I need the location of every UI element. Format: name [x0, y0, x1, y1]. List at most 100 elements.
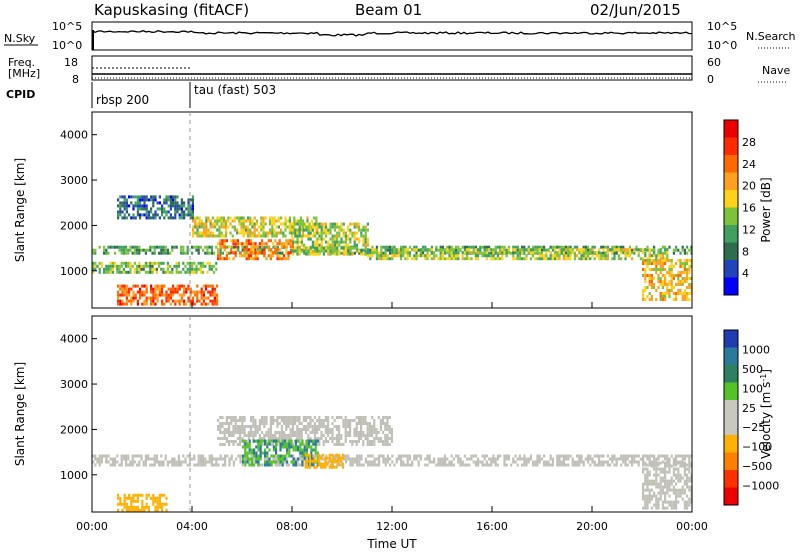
range-cell	[386, 440, 389, 443]
range-cell	[324, 462, 327, 466]
range-cell	[369, 454, 372, 458]
range-cell	[252, 251, 255, 255]
range-cell	[259, 457, 262, 461]
range-cell	[242, 225, 245, 229]
range-cell	[336, 457, 339, 461]
range-cell	[308, 234, 311, 238]
range-cell	[633, 457, 636, 461]
range-cell	[285, 425, 288, 428]
range-cell	[683, 248, 686, 252]
range-cell	[218, 219, 221, 223]
range-cell	[139, 508, 142, 512]
range-cell	[644, 500, 647, 504]
range-cell	[642, 248, 645, 252]
range-cell	[196, 299, 199, 303]
range-cell	[130, 201, 133, 205]
range-cell	[312, 454, 315, 458]
range-cell	[92, 454, 95, 458]
range-cell	[666, 271, 669, 274]
range-cell	[384, 257, 387, 261]
range-cell	[428, 460, 431, 464]
range-cell	[468, 251, 471, 255]
range-cell	[169, 302, 172, 306]
range-cell	[668, 482, 671, 486]
range-cell	[288, 445, 291, 449]
range-cell	[308, 222, 311, 226]
range-cell	[107, 245, 110, 249]
range-cell	[153, 460, 156, 464]
range-cell	[611, 251, 614, 255]
range-cell	[276, 431, 279, 434]
range-cell	[337, 456, 340, 460]
range-cell	[351, 222, 354, 226]
range-cell	[150, 216, 153, 220]
range-cell	[153, 245, 156, 249]
range-cell	[132, 496, 135, 500]
range-cell	[123, 496, 126, 500]
range-cell	[657, 467, 660, 471]
range-cell	[248, 457, 251, 461]
range-cell	[679, 479, 682, 483]
x-tick-label: 20:00	[576, 520, 608, 533]
range-cell	[266, 460, 269, 464]
range-cell	[259, 445, 262, 449]
range-cell	[534, 460, 537, 464]
range-cell	[267, 431, 270, 434]
range-cell	[664, 283, 667, 286]
range-cell	[606, 460, 609, 464]
range-cell	[269, 428, 272, 431]
range-cell	[604, 254, 607, 258]
range-cell	[109, 463, 112, 467]
range-cell	[114, 261, 117, 265]
range-cell	[334, 454, 337, 458]
range-cell	[426, 248, 429, 252]
range-cell	[205, 302, 208, 306]
range-cell	[615, 460, 618, 464]
range-cell	[317, 462, 320, 466]
range-cell	[114, 463, 117, 467]
range-cell	[353, 231, 356, 235]
range-cell	[254, 431, 257, 434]
range-cell	[523, 248, 526, 252]
range-cell	[171, 267, 174, 271]
range-cell	[165, 496, 168, 500]
range-cell	[677, 479, 680, 483]
range-cell	[320, 425, 323, 428]
range-cell	[298, 225, 301, 229]
range-cell	[191, 198, 194, 202]
range-cell	[305, 252, 308, 256]
range-cell	[373, 443, 376, 446]
range-cell	[122, 251, 125, 255]
range-cell	[330, 459, 334, 463]
range-cell	[125, 502, 128, 506]
range-cell	[280, 245, 283, 249]
range-cell	[278, 434, 281, 437]
range-cell	[134, 499, 137, 503]
range-cell	[257, 460, 260, 464]
range-cell	[371, 440, 374, 443]
range-cell	[280, 231, 283, 235]
range-cell	[242, 445, 245, 449]
range-cell	[267, 248, 270, 252]
range-cell	[675, 292, 678, 295]
range-cell	[171, 248, 174, 252]
range-cell	[161, 213, 164, 217]
range-cell	[294, 439, 297, 443]
range-cell	[672, 500, 675, 504]
range-cell	[274, 431, 277, 434]
range-cell	[371, 443, 374, 446]
range-cell	[408, 251, 411, 255]
range-cell	[672, 470, 675, 474]
range-cell	[283, 439, 286, 443]
range-cell	[105, 267, 108, 271]
range-cell	[600, 245, 603, 249]
range-cell	[155, 261, 158, 265]
range-cell	[402, 254, 405, 258]
range-cell	[494, 460, 497, 464]
range-cell	[256, 257, 259, 261]
range-cell	[198, 299, 201, 303]
range-cell	[234, 440, 237, 443]
range-cell	[132, 499, 135, 503]
range-cell	[415, 245, 418, 249]
range-cell	[184, 270, 187, 274]
